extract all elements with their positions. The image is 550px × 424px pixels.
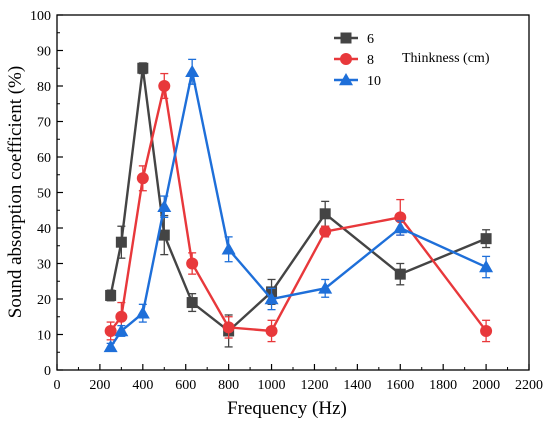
data-point bbox=[103, 339, 118, 353]
data-point bbox=[265, 324, 278, 337]
data-point bbox=[394, 268, 406, 280]
x-tick-label: 1400 bbox=[343, 378, 371, 393]
y-tick-label: 0 bbox=[44, 364, 51, 379]
data-point bbox=[319, 208, 331, 220]
data-point bbox=[115, 310, 128, 323]
data-point bbox=[137, 62, 149, 74]
data-point bbox=[158, 80, 171, 92]
legend-marker bbox=[340, 53, 352, 65]
x-tick-label: 2000 bbox=[472, 378, 500, 393]
series-line bbox=[109, 71, 487, 348]
data-point bbox=[480, 233, 492, 245]
y-tick-label: 30 bbox=[37, 258, 51, 273]
data-point bbox=[479, 260, 494, 273]
data-point bbox=[480, 324, 493, 337]
x-tick-label: 1600 bbox=[386, 378, 414, 393]
data-point bbox=[186, 297, 198, 309]
y-axis-title: Sound absorption coefficient (%) bbox=[5, 66, 26, 318]
legend-title: Thinkness (cm) bbox=[402, 51, 490, 66]
data-point bbox=[264, 292, 279, 305]
data-point bbox=[114, 323, 129, 337]
x-tick-label: 1800 bbox=[429, 378, 457, 393]
x-tick-label: 2200 bbox=[515, 378, 543, 393]
legend-label: 10 bbox=[367, 74, 381, 89]
data-point bbox=[393, 221, 408, 234]
data-point bbox=[115, 236, 127, 248]
series-8 bbox=[104, 72, 493, 343]
legend-marker bbox=[339, 73, 353, 86]
data-point bbox=[135, 306, 150, 319]
y-tick-label: 90 bbox=[37, 45, 51, 60]
x-tick-label: 1200 bbox=[300, 378, 328, 393]
data-point bbox=[222, 321, 235, 334]
x-tick-label: 400 bbox=[132, 378, 153, 393]
y-tick-label: 10 bbox=[37, 329, 51, 344]
data-point bbox=[221, 242, 236, 255]
data-point bbox=[158, 229, 170, 241]
data-point bbox=[104, 324, 117, 337]
y-tick-label: 40 bbox=[37, 222, 51, 237]
series-line bbox=[109, 68, 487, 333]
y-tick-label: 100 bbox=[30, 9, 51, 24]
y-tick-label: 70 bbox=[37, 116, 51, 131]
data-point bbox=[319, 225, 332, 238]
y-tick-label: 50 bbox=[37, 187, 51, 202]
x-tick-label: 600 bbox=[175, 378, 196, 393]
legend-label: 8 bbox=[367, 53, 374, 68]
data-point bbox=[185, 64, 200, 78]
data-point bbox=[318, 281, 333, 294]
y-tick-label: 20 bbox=[37, 293, 51, 308]
series-line bbox=[109, 85, 488, 333]
x-axis-title: Frequency (Hz) bbox=[227, 398, 347, 419]
series-10 bbox=[103, 58, 494, 353]
x-tick-label: 800 bbox=[218, 378, 239, 393]
legend-marker bbox=[340, 32, 352, 44]
y-tick-label: 80 bbox=[37, 80, 51, 95]
x-tick-label: 200 bbox=[89, 378, 110, 393]
x-tick-label: 0 bbox=[54, 378, 61, 393]
y-tick-label: 60 bbox=[37, 151, 51, 166]
data-point bbox=[157, 199, 172, 212]
data-point bbox=[186, 257, 199, 270]
x-tick-label: 1000 bbox=[258, 378, 286, 393]
legend-label: 6 bbox=[367, 32, 374, 47]
data-point bbox=[136, 172, 149, 185]
data-point bbox=[105, 289, 117, 301]
series-6 bbox=[105, 62, 492, 348]
